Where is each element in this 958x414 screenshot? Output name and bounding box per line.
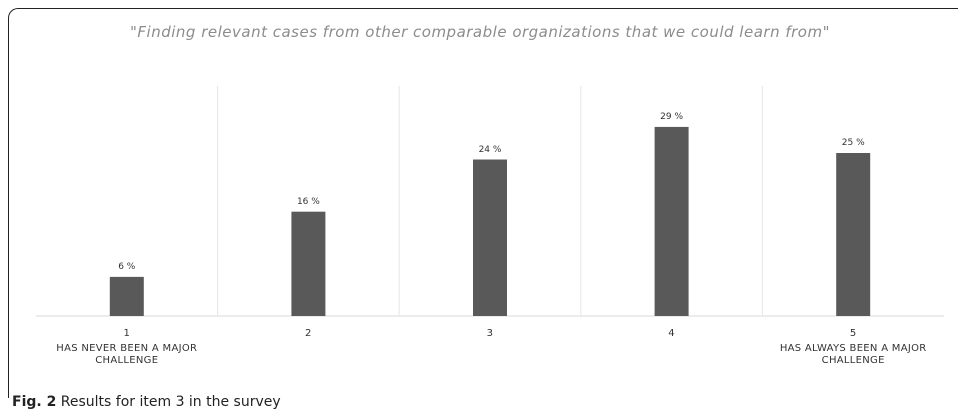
value-label: 29 % — [660, 111, 684, 122]
x-tick-label: 3 — [486, 328, 494, 339]
x-tick-label: 1 — [123, 328, 131, 339]
value-label: 16 % — [296, 196, 320, 207]
x-tick-description: HAS NEVER BEEN A MAJOR CHALLENGE — [56, 343, 198, 366]
value-label: 24 % — [478, 144, 502, 155]
bar — [291, 211, 326, 316]
caption-text: Results for item 3 in the survey — [60, 394, 281, 410]
value-label: 25 % — [841, 138, 865, 148]
x-tick-label: 4 — [668, 328, 675, 339]
value-label: 6 % — [118, 261, 136, 272]
bar — [109, 276, 144, 316]
x-tick-label: 5 — [849, 328, 857, 339]
x-tick-description: HAS ALWAYS BEEN A MAJOR CHALLENGE — [779, 343, 927, 366]
chart-title: "Finding relevant cases from other compa… — [130, 23, 830, 41]
bar — [654, 126, 689, 316]
x-tick-label: 2 — [305, 328, 312, 339]
caption: Fig. 2 Results for item 3 in the survey — [12, 394, 281, 410]
bar — [473, 159, 507, 316]
figure-frame — [8, 8, 958, 398]
bar — [836, 153, 871, 316]
caption-label: Fig. 2 — [12, 394, 57, 410]
